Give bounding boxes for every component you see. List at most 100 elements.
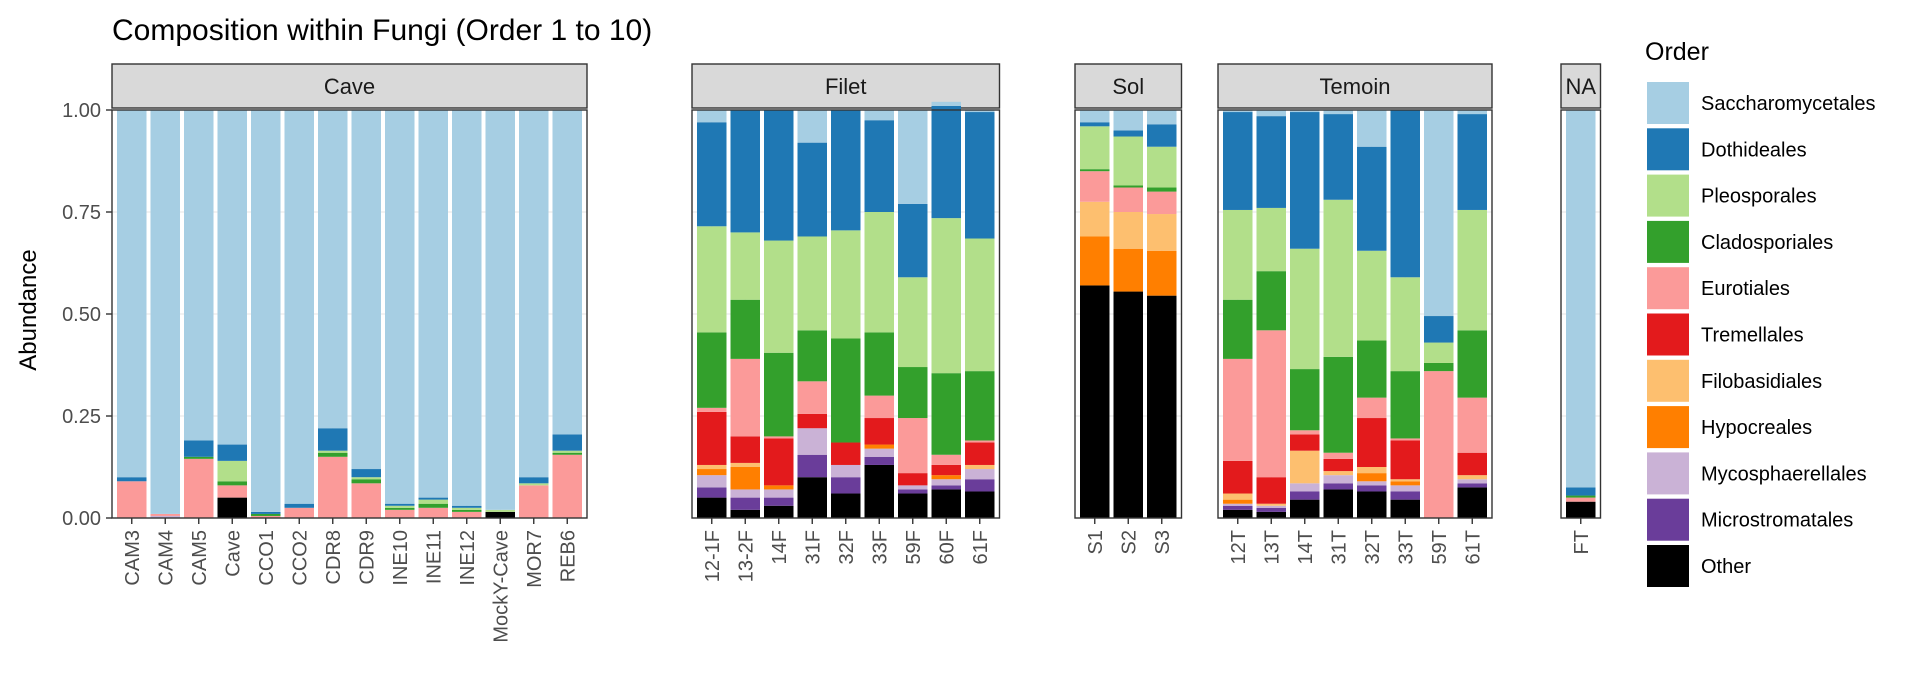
bar-segment-eurotiales xyxy=(797,381,827,414)
bar-segment-cladosporiales xyxy=(1357,340,1387,398)
bar-segment-tremellales xyxy=(931,464,961,476)
bar-segment-eurotiales xyxy=(1323,452,1353,459)
bar-segment-tremellales xyxy=(764,438,794,486)
legend-label: Hypocreales xyxy=(1701,417,1812,439)
bar-segment-hypocreales xyxy=(1147,250,1177,296)
y-tick-label: 1.00 xyxy=(62,100,101,122)
legend-label: Microstromatales xyxy=(1701,510,1853,532)
bar-segment-cladosporiales xyxy=(797,330,827,382)
bar-segment-eurotiales xyxy=(864,395,894,419)
bar-segment-pleosporales xyxy=(697,226,727,333)
y-tick-label: 0.75 xyxy=(62,202,101,224)
bar-segment-saccharomycetales xyxy=(552,110,582,435)
bar-segment-eurotiales xyxy=(318,456,348,518)
bar-segment-other xyxy=(1323,489,1353,518)
bar-segment-mycosphaerellales xyxy=(931,479,961,486)
legend-label: Saccharomycetales xyxy=(1701,93,1876,115)
x-tick-label: 33T xyxy=(1395,530,1417,564)
bar-segment-microstromatales xyxy=(898,489,928,494)
bar-segment-dothideales xyxy=(864,120,894,212)
bar-segment-pleosporales xyxy=(931,218,961,374)
bar-segment-dothideales xyxy=(1424,316,1454,343)
bar-segment-filobasidiales xyxy=(1256,503,1286,506)
bar-segment-cladosporiales xyxy=(1566,495,1596,498)
bar-segment-pleosporales xyxy=(1113,136,1143,186)
bar-segment-eurotiales xyxy=(1566,497,1596,502)
bar-segment-mycosphaerellales xyxy=(965,469,995,480)
bar-segment-pleosporales xyxy=(764,240,794,353)
bar-segment-cladosporiales xyxy=(1080,169,1110,172)
bar-segment-tremellales xyxy=(864,418,894,445)
bar-segment-saccharomycetales xyxy=(452,110,482,506)
bar-segment-pleosporales xyxy=(351,477,381,480)
bar-segment-eurotiales xyxy=(697,407,727,412)
bar-segment-microstromatales xyxy=(864,456,894,465)
x-tick-label: 61F xyxy=(970,530,992,564)
x-tick-label: INE11 xyxy=(423,530,445,584)
bar-segment-saccharomycetales xyxy=(385,110,415,504)
bar-segment-tremellales xyxy=(965,442,995,465)
legend-label: Filobasidiales xyxy=(1701,371,1822,393)
x-tick-label: 14F xyxy=(769,530,791,564)
bar-segment-cladosporiales xyxy=(1424,362,1454,372)
bar-segment-cladosporiales xyxy=(1147,187,1177,192)
bar-segment-cladosporiales xyxy=(764,352,794,437)
bar-segment-tremellales xyxy=(1357,418,1387,467)
bar-segment-dothideales xyxy=(1147,124,1177,147)
facet-panel-cave: Cave CAM3 CAM4 CAM5 Cave CCO1 CCO2 CDR8 CDR9 INE1… xyxy=(111,63,588,643)
bar-segment-saccharomycetales xyxy=(150,110,180,514)
legend-swatch xyxy=(1647,359,1689,402)
bar-segment-filobasidiales xyxy=(1290,450,1320,484)
bar-segment-pleosporales xyxy=(1147,146,1177,188)
bar-segment-saccharomycetales xyxy=(797,110,827,143)
bar-segment-dothideales xyxy=(730,110,760,233)
legend-label: Tremellales xyxy=(1701,325,1804,347)
bar-segment-mycosphaerellales xyxy=(1323,475,1353,484)
bar-segment-saccharomycetales xyxy=(1290,110,1320,113)
legend-label: Eurotiales xyxy=(1701,278,1790,300)
bar-segment-cladosporiales xyxy=(730,299,760,359)
bar-segment-mycosphaerellales xyxy=(697,475,727,488)
bar-segment-mycosphaerellales xyxy=(764,489,794,498)
bar-segment-dothideales xyxy=(965,112,995,239)
bar-segment-dothideales xyxy=(1080,122,1110,127)
facet-strip xyxy=(1560,63,1602,109)
bar-segment-saccharomycetales xyxy=(318,110,348,429)
x-tick-label: 14T xyxy=(1295,530,1317,564)
bar-segment-dothideales xyxy=(117,477,147,482)
bar-segment-eurotiales xyxy=(1080,171,1110,202)
panel-border xyxy=(1560,109,1602,519)
bar-segment-dothideales xyxy=(1290,112,1320,249)
x-tick-label: 59F xyxy=(903,530,925,564)
legend: Order Saccharomycetales Dothideales Pleosp… xyxy=(1645,38,1876,587)
x-tick-label: 32T xyxy=(1362,530,1384,564)
bar-segment-dothideales xyxy=(1566,487,1596,496)
x-tick-label: 13T xyxy=(1261,530,1283,564)
bar-segment-dothideales xyxy=(452,505,482,508)
bar-segment-other xyxy=(965,491,995,518)
bar-segment-microstromatales xyxy=(931,485,961,490)
bar-segment-cladosporiales xyxy=(184,456,214,459)
bar-segment-microstromatales xyxy=(1357,485,1387,492)
bar-segment-other xyxy=(1357,491,1387,518)
bar-segment-eurotiales xyxy=(385,509,415,518)
bar-segment-other xyxy=(764,505,794,518)
bar-segment-saccharomycetales xyxy=(251,110,281,512)
bar-segment-dothideales xyxy=(385,503,415,506)
bar-segment-filobasidiales xyxy=(1390,479,1420,482)
bar-segment-saccharomycetales xyxy=(1147,110,1177,125)
bar-segment-filobasidiales xyxy=(1147,214,1177,251)
bar-segment-mycosphaerellales xyxy=(797,428,827,455)
bar-segment-tremellales xyxy=(1290,434,1320,451)
bar-segment-tremellales xyxy=(898,473,928,486)
bar-segment-saccharomycetales xyxy=(284,110,314,504)
x-tick-label: CAM4 xyxy=(155,530,177,586)
bar-segment-saccharomycetales xyxy=(1256,110,1286,117)
facet-strip xyxy=(691,63,1001,109)
bar-segment-pleosporales xyxy=(1290,248,1320,370)
bar-segment-dothideales xyxy=(831,110,861,231)
bar-segment-cladosporiales xyxy=(385,507,415,510)
bar-segment-microstromatales xyxy=(1457,483,1487,488)
bar-segment-cladosporiales xyxy=(452,509,482,512)
panel-border xyxy=(1074,109,1183,519)
